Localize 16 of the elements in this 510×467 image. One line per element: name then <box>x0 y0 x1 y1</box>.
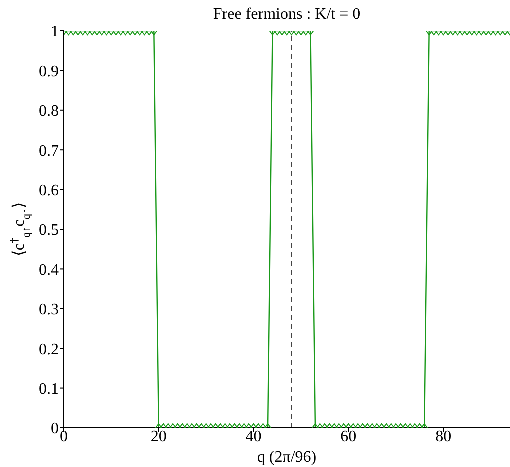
x-tick-label: 40 <box>246 428 262 446</box>
chart-title: Free fermions : K/t = 0 <box>213 6 361 23</box>
x-axis-title: q (2π/96) <box>257 449 317 466</box>
y-tick-label: 0.9 <box>39 63 59 80</box>
x-tick-label: 20 <box>150 428 167 446</box>
x-tick-label: 80 <box>436 428 452 446</box>
y-tick-label: 0.5 <box>39 222 59 240</box>
y-tick-label: 0.1 <box>39 380 59 398</box>
y-tick-label: 0.8 <box>39 103 59 120</box>
y-tick-label: 1 <box>51 24 59 41</box>
y-tick-label: 0.3 <box>39 302 59 319</box>
y-tick-label: 0.7 <box>39 142 59 160</box>
y-tick-label: 0.6 <box>39 182 59 200</box>
y-tick-label: 0.2 <box>39 341 59 358</box>
y-tick-label: 0.4 <box>39 262 59 279</box>
x-tick-label: 60 <box>340 428 357 446</box>
